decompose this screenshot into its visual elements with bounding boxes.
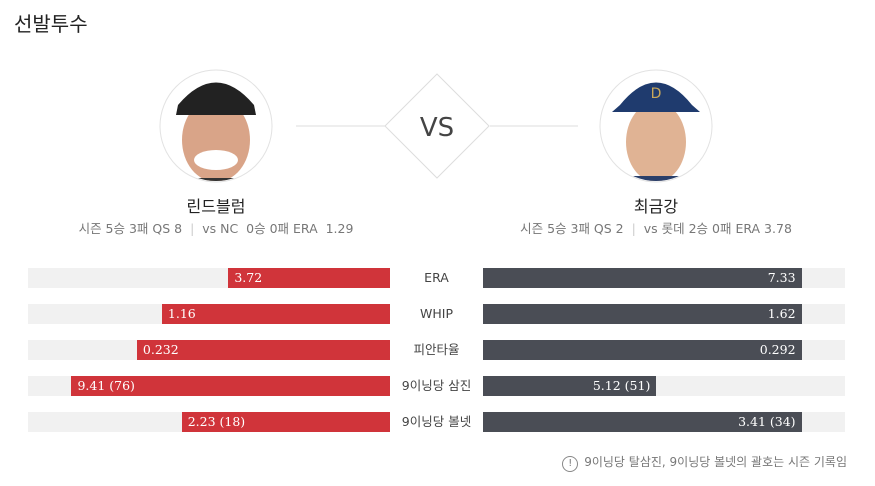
bar-track: 0.232 bbox=[28, 340, 390, 360]
season-record: 시즌 5승 3패 QS 8 bbox=[78, 221, 183, 236]
bar-value: 1.62 bbox=[767, 306, 796, 321]
bar: 1.62 bbox=[483, 304, 802, 324]
bar: 9.41 (76) bbox=[71, 376, 390, 396]
bar: 3.72 bbox=[228, 268, 390, 288]
bar: 0.292 bbox=[483, 340, 802, 360]
footnote-text: 9이닝당 탈삼진, 9이닝당 볼넷의 괄호는 시즌 기록임 bbox=[584, 455, 847, 469]
bar-track: 3.41 (34) bbox=[483, 412, 845, 432]
bar: 3.41 (34) bbox=[483, 412, 802, 432]
season-record: 시즌 5승 3패 QS 2 bbox=[520, 221, 624, 236]
bar-track: 0.292 bbox=[483, 340, 845, 360]
player-record: 시즌 5승 3패 QS 2 | vs 롯데 2승 0패 ERA 3.78 bbox=[520, 221, 792, 236]
bar-value: 1.16 bbox=[167, 306, 196, 321]
bar-track: 5.12 (51) bbox=[483, 376, 845, 396]
bar: 5.12 (51) bbox=[483, 376, 657, 396]
bar-track: 2.23 (18) bbox=[28, 412, 390, 432]
stat-label: 9이닝당 볼넷 bbox=[401, 414, 472, 429]
versus-record: vs NC 0승 0패 ERA 1.29 bbox=[202, 221, 354, 236]
vs-text: VS bbox=[420, 113, 454, 143]
bar-track: 1.16 bbox=[28, 304, 390, 324]
bar-track: 3.72 bbox=[28, 268, 390, 288]
footnote: ! 9이닝당 탈삼진, 9이닝당 볼넷의 괄호는 시즌 기록임 bbox=[562, 453, 847, 472]
svg-text:D: D bbox=[651, 86, 662, 102]
bar-value: 3.72 bbox=[234, 270, 263, 285]
bar: 7.33 bbox=[483, 268, 802, 288]
bar-value: 7.33 bbox=[767, 270, 796, 285]
bar: 1.16 bbox=[161, 304, 390, 324]
bar-value: 0.232 bbox=[142, 342, 179, 357]
bar: 0.232 bbox=[136, 340, 390, 360]
bar: 2.23 (18) bbox=[181, 412, 390, 432]
player-name: 린드블럼 bbox=[186, 197, 246, 216]
bar-value: 5.12 (51) bbox=[592, 378, 651, 393]
stat-label: 피안타율 bbox=[413, 342, 460, 357]
bar-track: 9.41 (76) bbox=[28, 376, 390, 396]
bar-value: 0.292 bbox=[759, 342, 796, 357]
bar-track: 7.33 bbox=[483, 268, 845, 288]
title: 선발투수 bbox=[14, 12, 88, 36]
stat-label: WHIP bbox=[420, 306, 453, 321]
stat-label: ERA bbox=[424, 270, 449, 285]
bar-track: 1.62 bbox=[483, 304, 845, 324]
versus-record: vs 롯데 2승 0패 ERA 3.78 bbox=[643, 221, 792, 236]
stat-label: 9이닝당 삼진 bbox=[401, 378, 472, 393]
bar-value: 3.41 (34) bbox=[738, 414, 796, 429]
bar-value: 2.23 (18) bbox=[187, 414, 246, 429]
avatar-right: D bbox=[599, 69, 713, 183]
versus-graphic: VS D bbox=[159, 69, 713, 183]
player-record: 시즌 5승 3패 QS 8 | vs NC 0승 0패 ERA 1.29 bbox=[78, 221, 354, 236]
avatar-left bbox=[159, 69, 273, 183]
player-name: 최금강 bbox=[633, 197, 679, 216]
bar-value: 9.41 (76) bbox=[77, 378, 135, 393]
